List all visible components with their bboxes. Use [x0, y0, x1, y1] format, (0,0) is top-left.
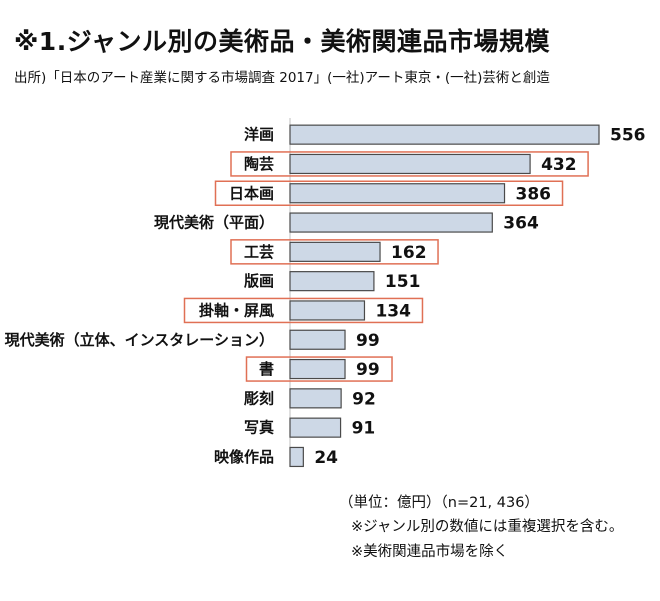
- chart-title: ※1.ジャンル別の美術品・美術関連品市場規模: [14, 27, 550, 56]
- value-label: 92: [352, 389, 376, 409]
- category-label: 洋画: [244, 126, 274, 144]
- value-label: 556: [610, 126, 646, 146]
- value-label: 151: [385, 272, 421, 292]
- highlight-box: [230, 151, 589, 177]
- bar: [289, 388, 342, 409]
- duplicate-note: ※ジャンル別の数値には重複選択を含む。: [351, 519, 624, 535]
- category-label: 掛軸・屏風: [199, 301, 274, 319]
- category-label: 彫刻: [243, 389, 274, 407]
- value-label: 99: [356, 360, 380, 380]
- value-label: 99: [356, 331, 380, 351]
- value-label: 386: [516, 184, 552, 204]
- bar: [289, 212, 493, 233]
- category-label: 陶芸: [244, 155, 274, 173]
- bar: [289, 153, 531, 175]
- category-label: 版画: [244, 272, 274, 290]
- category-label: 現代美術（立体、インスタレーション）: [5, 331, 274, 349]
- bar: [289, 300, 366, 321]
- bar: [289, 358, 346, 380]
- highlight-box: [245, 356, 393, 382]
- highlight-box: [183, 297, 424, 324]
- bar: [289, 271, 375, 292]
- value-label: 24: [314, 448, 338, 468]
- bar: [289, 124, 600, 145]
- exclusion-note: ※美術関連品市場を除く: [351, 544, 509, 560]
- bar: [289, 446, 304, 468]
- chart-source: 出所)「日本のアート産業に関する市場調査 2017」(一社)アート東京・(一社)…: [14, 70, 550, 86]
- bar: [289, 329, 346, 350]
- unit-note: （単位：億円）（n=21, 436）: [339, 495, 539, 511]
- bar: [289, 183, 506, 204]
- category-label: 工芸: [244, 243, 274, 261]
- category-label: 映像作品: [214, 448, 274, 466]
- category-label: 現代美術（平面）: [154, 214, 274, 232]
- value-label: 162: [391, 243, 427, 263]
- category-label: 書: [259, 360, 274, 378]
- category-label: 写真: [244, 419, 274, 437]
- value-label: 364: [503, 214, 539, 234]
- value-label: 134: [375, 301, 411, 321]
- bar: [289, 241, 381, 262]
- bar: [289, 417, 342, 438]
- value-label: 432: [541, 155, 577, 175]
- highlight-box: [230, 239, 439, 265]
- category-label: 日本画: [229, 184, 274, 202]
- value-label: 91: [352, 419, 376, 439]
- highlight-box: [214, 180, 564, 206]
